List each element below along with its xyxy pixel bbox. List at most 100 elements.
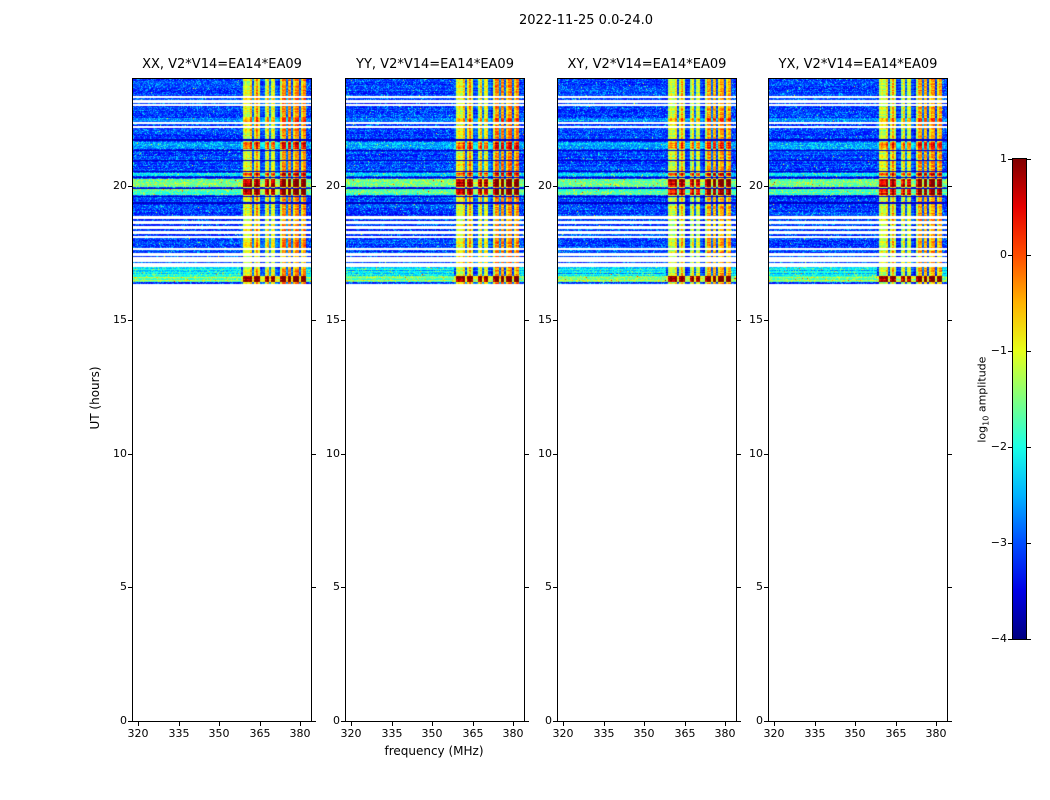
panel-title: YY, V2*V14=EA14*EA09 <box>356 57 514 72</box>
x-tick-mark <box>563 722 564 726</box>
x-tick-label: 350 <box>633 727 655 740</box>
figure-title: 2022-11-25 0.0-24.0 <box>519 13 653 28</box>
x-tick-label: 320 <box>340 727 362 740</box>
y-tick-mark <box>737 186 741 187</box>
colorbar-tick-label: −2 <box>990 440 1007 453</box>
y-tick-mark <box>128 587 132 588</box>
spectrogram-canvas <box>346 79 524 721</box>
y-tick-label: 15 <box>749 313 763 326</box>
spectro-panel: XY, V2*V14=EA14*EA09 0 5 10 15 20 320 335 350 36… <box>538 57 741 740</box>
x-tick-mark <box>815 722 816 726</box>
y-tick-label: 20 <box>113 179 127 192</box>
y-tick-mark <box>553 186 557 187</box>
x-tick-label: 320 <box>127 727 149 740</box>
x-tick-mark <box>936 722 937 726</box>
y-tick-mark <box>128 721 132 722</box>
y-tick-mark <box>948 721 952 722</box>
x-tick-label: 365 <box>249 727 271 740</box>
x-tick-mark <box>219 722 220 726</box>
x-tick-mark <box>774 722 775 726</box>
x-tick-label: 335 <box>593 727 615 740</box>
y-tick-label: 5 <box>545 580 552 593</box>
x-tick-label: 365 <box>674 727 696 740</box>
y-tick-mark <box>525 454 529 455</box>
colorbar-tick-mark <box>1008 351 1012 352</box>
colorbar-label-suffix: amplitude <box>975 356 989 416</box>
x-axis-label: frequency (MHz) <box>384 744 484 758</box>
colorbar-tick-mark <box>1027 639 1031 640</box>
colorbar-tick-mark <box>1008 543 1012 544</box>
y-tick-mark <box>525 186 529 187</box>
x-tick-label: 365 <box>462 727 484 740</box>
x-tick-mark <box>351 722 352 726</box>
colorbar: 1 0 −1 −2 −3 −4 <box>991 152 1031 645</box>
y-tick-label: 10 <box>113 447 127 460</box>
x-tick-label: 320 <box>763 727 785 740</box>
y-tick-label: 0 <box>120 714 127 727</box>
x-tick-mark <box>260 722 261 726</box>
spectro-panel: YY, V2*V14=EA14*EA09 0 5 10 15 20 320 335 350 36… <box>326 57 529 740</box>
y-tick-mark <box>312 454 316 455</box>
colorbar-tick-mark <box>1008 447 1012 448</box>
x-tick-label: 380 <box>925 727 947 740</box>
colorbar-tick-mark <box>1008 255 1012 256</box>
y-tick-label: 5 <box>333 580 340 593</box>
x-tick-label: 380 <box>502 727 524 740</box>
x-tick-label: 320 <box>552 727 574 740</box>
y-tick-mark <box>312 721 316 722</box>
y-tick-mark <box>764 186 768 187</box>
y-tick-label: 0 <box>545 714 552 727</box>
x-tick-mark <box>896 722 897 726</box>
colorbar-tick-mark <box>1027 351 1031 352</box>
y-tick-mark <box>737 721 741 722</box>
x-tick-mark <box>392 722 393 726</box>
y-tick-label: 0 <box>333 714 340 727</box>
panel-title: XY, V2*V14=EA14*EA09 <box>567 57 727 72</box>
y-tick-mark <box>312 320 316 321</box>
y-tick-mark <box>553 454 557 455</box>
x-tick-mark <box>179 722 180 726</box>
y-tick-mark <box>312 587 316 588</box>
y-tick-mark <box>764 320 768 321</box>
y-tick-label: 20 <box>749 179 763 192</box>
y-tick-mark <box>525 721 529 722</box>
colorbar-label-prefix: log <box>975 425 989 443</box>
y-tick-label: 20 <box>538 179 552 192</box>
x-tick-label: 335 <box>168 727 190 740</box>
x-tick-mark <box>138 722 139 726</box>
colorbar-tick-mark <box>1008 639 1012 640</box>
x-tick-mark <box>432 722 433 726</box>
colorbar-tick-mark <box>1027 543 1031 544</box>
y-tick-mark <box>764 454 768 455</box>
x-tick-mark <box>855 722 856 726</box>
y-tick-label: 15 <box>113 313 127 326</box>
panel-title: YX, V2*V14=EA14*EA09 <box>778 57 938 72</box>
y-tick-label: 10 <box>326 447 340 460</box>
x-tick-label: 350 <box>421 727 443 740</box>
y-tick-label: 20 <box>326 179 340 192</box>
x-tick-label: 380 <box>714 727 736 740</box>
y-tick-mark <box>948 454 952 455</box>
y-tick-mark <box>948 587 952 588</box>
y-tick-mark <box>341 320 345 321</box>
x-tick-mark <box>300 722 301 726</box>
colorbar-label-sub: 10 <box>981 415 991 426</box>
y-tick-mark <box>737 454 741 455</box>
y-tick-mark <box>553 587 557 588</box>
y-tick-mark <box>128 320 132 321</box>
x-tick-label: 335 <box>804 727 826 740</box>
panel-title: XX, V2*V14=EA14*EA09 <box>142 57 302 72</box>
spectro-panel: YX, V2*V14=EA14*EA09 0 5 10 15 20 320 335 350 36… <box>749 57 952 740</box>
x-tick-label: 380 <box>289 727 311 740</box>
x-tick-mark <box>604 722 605 726</box>
y-tick-label: 15 <box>326 313 340 326</box>
y-tick-label: 5 <box>756 580 763 593</box>
spectro-panel: XX, V2*V14=EA14*EA09 0 5 10 15 20 320 335 350 36… <box>113 57 316 740</box>
colorbar-tick-mark <box>1027 159 1031 160</box>
y-tick-mark <box>341 186 345 187</box>
x-tick-label: 350 <box>208 727 230 740</box>
x-tick-label: 350 <box>844 727 866 740</box>
spectrogram-canvas <box>558 79 736 721</box>
colorbar-tick-label: 0 <box>1000 248 1007 261</box>
